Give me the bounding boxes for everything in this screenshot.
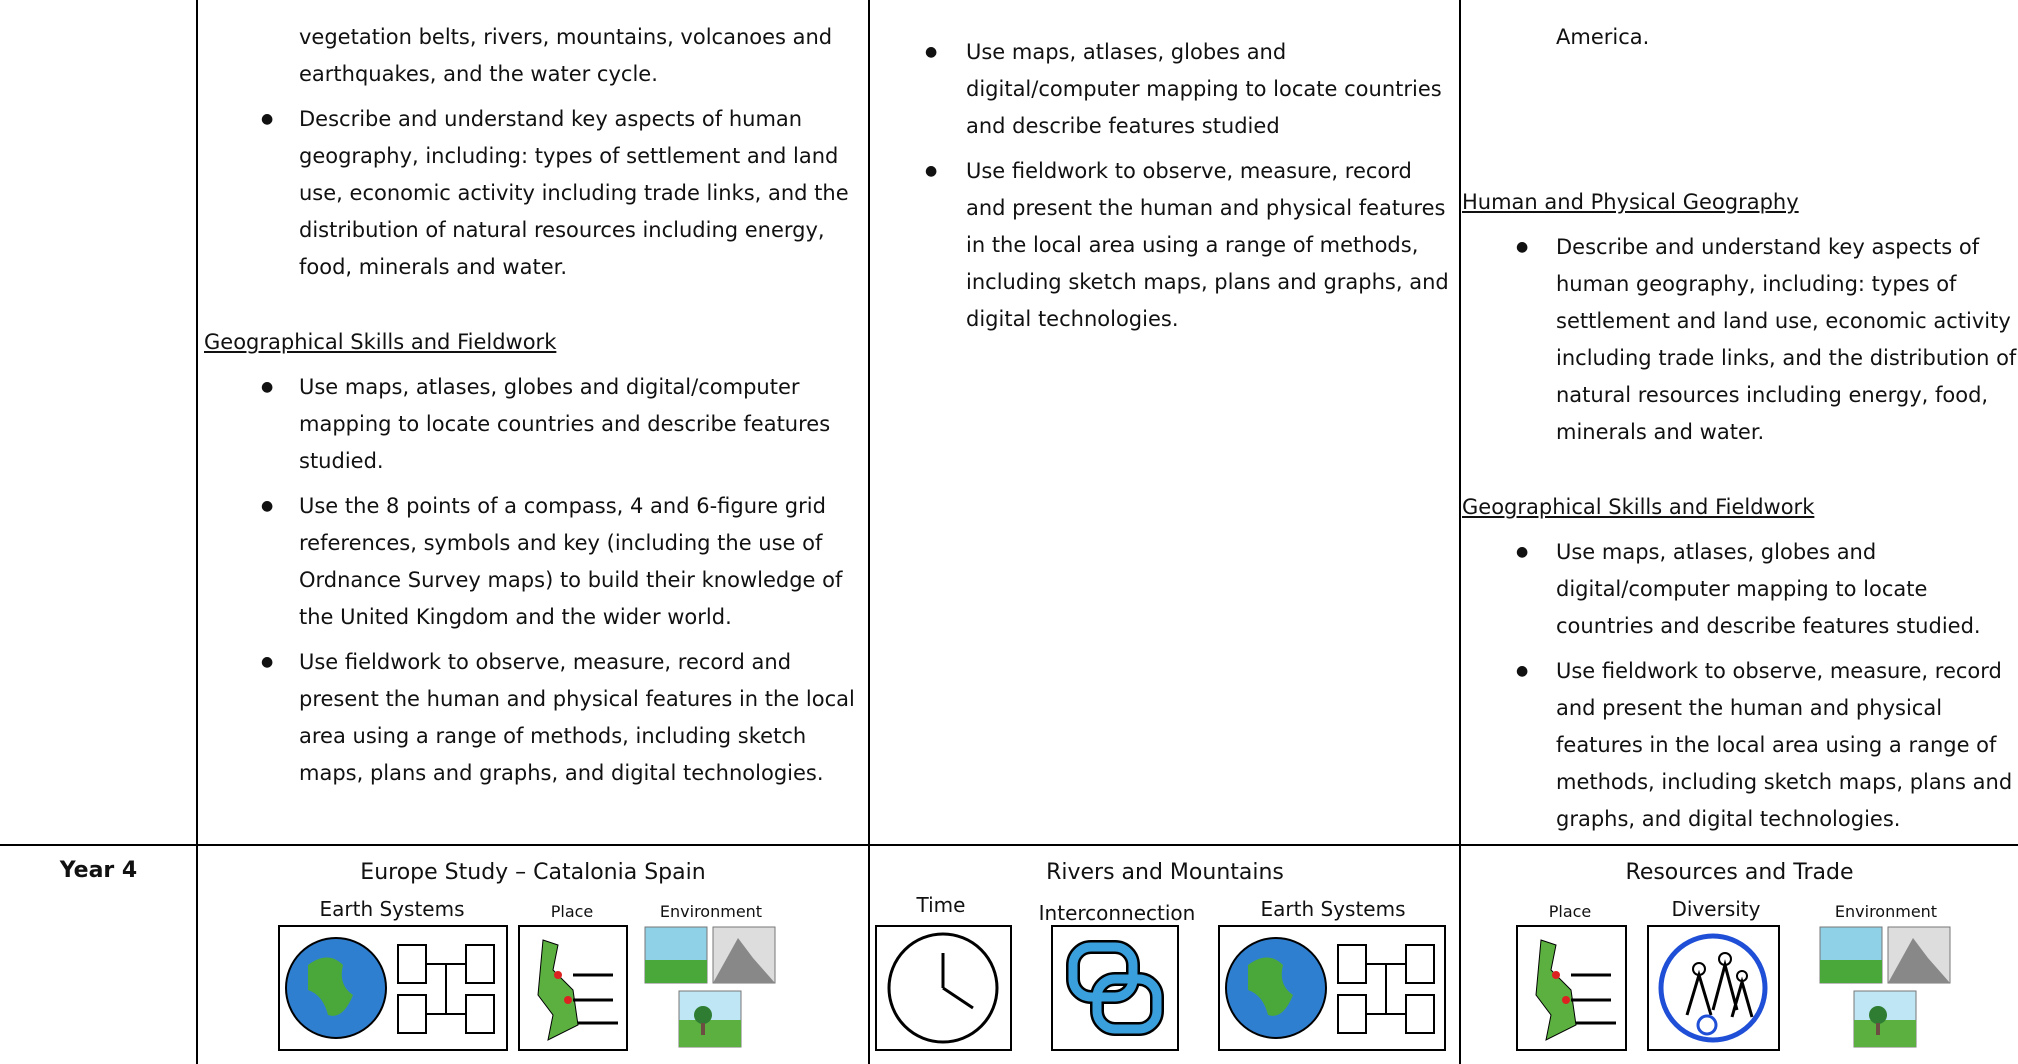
year-label: Year 4 bbox=[59, 858, 138, 883]
bullet-item: Use fieldwork to observe, measure, recor… bbox=[1462, 653, 2018, 838]
icon-label: Place bbox=[550, 902, 594, 921]
icon-label: Time bbox=[916, 893, 966, 917]
bullet-item: Describe and understand key aspects of h… bbox=[1462, 229, 2018, 451]
bullet-list: Describe and understand key aspects of h… bbox=[204, 101, 864, 286]
unit-title: Rivers and Mountains bbox=[1046, 860, 1284, 885]
continued-text: vegetation belts, rivers, mountains, vol… bbox=[299, 25, 833, 86]
bullet-list: Use maps, atlases, globes and digital/co… bbox=[1462, 534, 2018, 838]
cell: Use maps, atlases, globes and digital/co… bbox=[876, 34, 1456, 346]
icon-label: Environment bbox=[1834, 902, 1938, 921]
continued-text: America. bbox=[1556, 25, 1650, 49]
bullet-item: Use fieldwork to observe, measure, recor… bbox=[204, 644, 864, 792]
section-heading: Geographical Skills and Fieldwork bbox=[204, 330, 557, 354]
place-icon bbox=[1516, 925, 1627, 1051]
bullet-list: Describe and understand key aspects of h… bbox=[1462, 229, 2018, 451]
bullet-item: Describe and understand key aspects of h… bbox=[204, 101, 864, 286]
icon-label: Diversity bbox=[1671, 897, 1761, 921]
section-heading: Geographical Skills and Fieldwork bbox=[1462, 495, 1815, 519]
icon-label: Place bbox=[1548, 902, 1592, 921]
environment-icon bbox=[644, 926, 776, 1048]
unit-title: Resources and Trade bbox=[1625, 860, 1854, 885]
row-border bbox=[0, 844, 2018, 846]
icon-label: Earth Systems bbox=[319, 897, 465, 921]
cell: America. Human and Physical Geography Desc… bbox=[1462, 19, 2018, 846]
bullet-item: Use the 8 points of a compass, 4 and 6-f… bbox=[204, 488, 864, 636]
place-icon bbox=[518, 925, 628, 1051]
bullet-list: Use maps, atlases, globes and digital/co… bbox=[204, 369, 864, 792]
diversity-icon bbox=[1647, 925, 1780, 1051]
bullet-item: Use maps, atlases, globes and digital/co… bbox=[1462, 534, 2018, 645]
cell: vegetation belts, rivers, mountains, vol… bbox=[204, 19, 864, 800]
bullet-item: Use maps, atlases, globes and digital/co… bbox=[204, 369, 864, 480]
icon-label: Interconnection bbox=[1038, 901, 1196, 925]
earth-systems-icon bbox=[1218, 925, 1446, 1051]
column-border bbox=[868, 0, 870, 1064]
icon-label: Earth Systems bbox=[1260, 897, 1406, 921]
earth-systems-icon bbox=[278, 925, 508, 1051]
bullet-item: Use maps, atlases, globes and digital/co… bbox=[876, 34, 1456, 145]
column-border bbox=[1459, 0, 1461, 1064]
interconnection-icon bbox=[1051, 925, 1179, 1051]
environment-icon bbox=[1819, 926, 1951, 1048]
section-heading: Human and Physical Geography bbox=[1462, 190, 1799, 214]
icon-label: Environment bbox=[659, 902, 763, 921]
bullet-item: Use fieldwork to observe, measure, recor… bbox=[876, 153, 1456, 338]
unit-title: Europe Study – Catalonia Spain bbox=[360, 860, 706, 885]
time-icon bbox=[875, 925, 1012, 1051]
bullet-list: Use maps, atlases, globes and digital/co… bbox=[876, 34, 1456, 338]
column-border bbox=[196, 0, 198, 1064]
